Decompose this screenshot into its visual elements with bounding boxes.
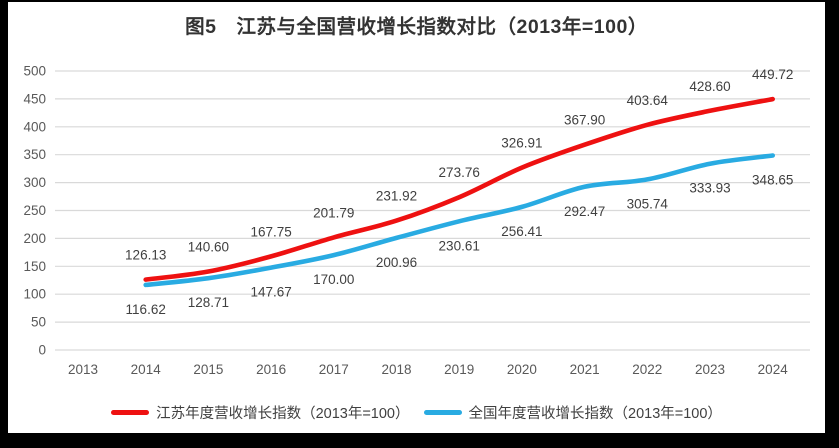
legend-label-jiangsu: 江苏年度营收增长指数（2013年=100） (156, 406, 410, 422)
svg-text:428.60: 428.60 (689, 79, 730, 94)
svg-text:116.62: 116.62 (126, 302, 166, 317)
svg-text:450: 450 (23, 91, 46, 106)
svg-text:367.90: 367.90 (564, 113, 605, 128)
chart-title: 图5 江苏与全国营收增长指数对比（2013年=100） (185, 16, 648, 38)
svg-text:403.64: 403.64 (627, 93, 669, 108)
svg-text:2014: 2014 (131, 362, 162, 377)
svg-text:200: 200 (23, 231, 46, 246)
svg-text:400: 400 (23, 119, 46, 134)
svg-text:230.61: 230.61 (439, 238, 480, 253)
svg-text:326.91: 326.91 (501, 136, 542, 151)
svg-text:200.96: 200.96 (376, 255, 417, 270)
svg-text:167.75: 167.75 (250, 224, 291, 239)
svg-text:2018: 2018 (381, 362, 411, 377)
svg-text:2015: 2015 (193, 362, 223, 377)
svg-text:350: 350 (23, 147, 46, 162)
legend-label-national: 全国年度营收增长指数（2013年=100） (468, 406, 722, 422)
svg-text:300: 300 (23, 175, 46, 190)
svg-text:170.00: 170.00 (313, 272, 354, 287)
svg-text:147.67: 147.67 (250, 285, 291, 300)
legend-item-jiangsu: 江苏年度营收增长指数（2013年=100） (111, 402, 410, 423)
svg-text:2021: 2021 (570, 362, 600, 377)
svg-text:305.74: 305.74 (627, 196, 669, 211)
svg-text:2013: 2013 (68, 362, 98, 377)
svg-text:2020: 2020 (507, 362, 537, 377)
svg-text:2022: 2022 (632, 362, 662, 377)
svg-text:140.60: 140.60 (188, 240, 229, 255)
svg-text:201.79: 201.79 (313, 205, 354, 220)
svg-text:250: 250 (23, 203, 46, 218)
jiangsu-line-swatch (111, 410, 150, 415)
svg-text:231.92: 231.92 (376, 189, 417, 204)
svg-text:348.65: 348.65 (752, 173, 793, 188)
svg-text:0: 0 (38, 343, 46, 358)
svg-text:500: 500 (23, 64, 46, 79)
svg-text:292.47: 292.47 (564, 204, 605, 219)
svg-text:126.13: 126.13 (125, 248, 166, 263)
svg-text:128.71: 128.71 (188, 295, 229, 310)
svg-text:273.76: 273.76 (439, 165, 480, 180)
line-chart: 0 50 100 150 200 250 300 350 400 450 500 2013 2014 20… (23, 64, 810, 377)
svg-text:449.72: 449.72 (752, 67, 793, 82)
legend: 江苏年度营收增长指数（2013年=100） 全国年度营收增长指数（2013年=1… (8, 402, 825, 423)
svg-text:150: 150 (23, 259, 46, 274)
svg-text:100: 100 (23, 287, 46, 302)
svg-text:2023: 2023 (695, 362, 725, 377)
svg-text:2017: 2017 (319, 362, 349, 377)
svg-text:256.41: 256.41 (501, 224, 542, 239)
chart-area: 图5 江苏与全国营收增长指数对比（2013年=100） 0 50 100 150 200… (8, 2, 825, 433)
svg-text:50: 50 (31, 315, 46, 330)
svg-text:2024: 2024 (758, 362, 789, 377)
svg-text:2016: 2016 (256, 362, 286, 377)
svg-text:333.93: 333.93 (689, 181, 730, 196)
legend-item-national: 全国年度营收增长指数（2013年=100） (423, 402, 722, 423)
svg-text:2019: 2019 (444, 362, 474, 377)
national-line-swatch (423, 410, 462, 415)
